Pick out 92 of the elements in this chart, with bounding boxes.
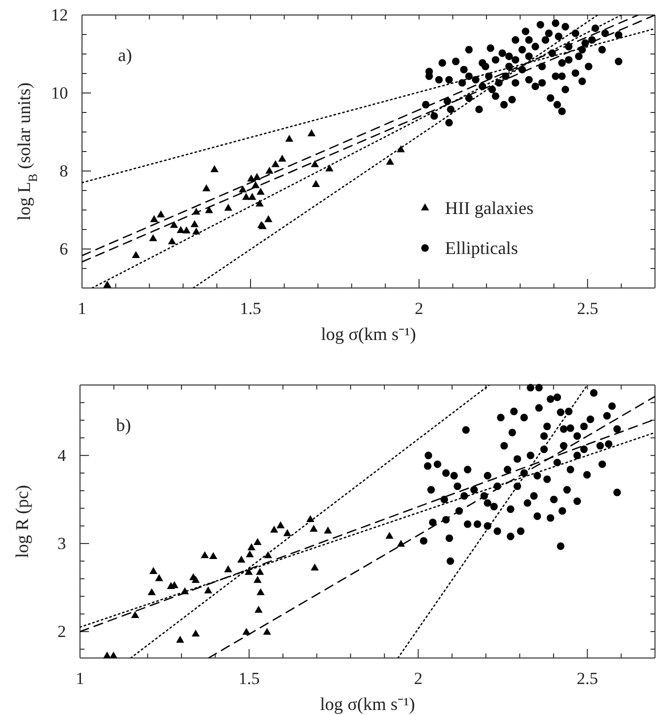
x-tick-label: 1.5 xyxy=(240,299,262,318)
annotation: b) xyxy=(116,415,131,435)
point xyxy=(242,628,250,635)
point xyxy=(265,166,274,174)
point xyxy=(396,145,405,152)
point xyxy=(132,250,140,258)
annotation: a) xyxy=(118,45,132,65)
y-tick-label: 10 xyxy=(51,83,68,102)
point xyxy=(156,210,165,218)
y-axis-title: log R (pc) xyxy=(12,485,32,558)
point xyxy=(148,588,156,596)
point xyxy=(190,220,199,228)
point xyxy=(270,526,278,533)
y-tick-label: 12 xyxy=(51,5,68,24)
point xyxy=(155,574,164,582)
point xyxy=(170,220,178,228)
point xyxy=(244,568,253,575)
point xyxy=(200,551,209,558)
point xyxy=(254,606,263,613)
point xyxy=(224,204,232,211)
point xyxy=(324,526,332,534)
point xyxy=(192,208,200,215)
point xyxy=(271,160,280,168)
point xyxy=(103,280,112,288)
point xyxy=(192,576,200,583)
point xyxy=(256,568,264,575)
point xyxy=(256,188,265,195)
point xyxy=(256,200,264,206)
y-tick-label: 8 xyxy=(60,161,68,180)
point xyxy=(310,564,319,570)
point xyxy=(278,154,286,162)
point xyxy=(254,538,262,545)
point xyxy=(109,652,118,659)
point xyxy=(248,192,256,200)
point xyxy=(276,521,285,528)
y-tick-label: 3 xyxy=(58,534,66,553)
point xyxy=(247,543,256,550)
x-tick-label: 1.5 xyxy=(238,669,260,688)
point xyxy=(204,586,212,594)
point xyxy=(310,160,319,168)
point xyxy=(237,556,246,563)
x-axis-title: log σ(km s⁻¹) xyxy=(320,324,416,344)
point xyxy=(180,587,189,594)
point xyxy=(149,234,158,242)
point xyxy=(306,515,314,522)
point xyxy=(285,134,294,142)
point xyxy=(247,174,256,182)
point xyxy=(176,226,185,233)
point xyxy=(312,180,320,187)
point xyxy=(254,576,262,583)
y-tick-label: 4 xyxy=(58,446,66,465)
point xyxy=(256,588,265,596)
point xyxy=(252,172,261,180)
point xyxy=(210,165,218,172)
point xyxy=(182,226,191,234)
x-tick-label: 2.5 xyxy=(576,299,598,318)
x-tick-label: 1 xyxy=(76,669,84,688)
point xyxy=(103,652,112,659)
point xyxy=(238,185,247,192)
point xyxy=(310,524,318,532)
point xyxy=(385,532,394,539)
x-tick-label: 1 xyxy=(78,299,86,318)
point xyxy=(242,192,250,200)
point xyxy=(224,565,232,572)
point xyxy=(149,567,158,574)
point xyxy=(264,551,272,558)
point xyxy=(168,237,176,244)
point xyxy=(192,630,200,637)
point xyxy=(150,215,158,222)
y-tick-label: 2 xyxy=(58,622,66,642)
point xyxy=(131,611,140,618)
legend-label: HII galaxies xyxy=(445,198,534,218)
x-tick-label: 2 xyxy=(414,299,424,318)
point xyxy=(252,181,260,188)
point xyxy=(283,529,292,536)
y-tick-label: 6 xyxy=(60,239,68,258)
point xyxy=(176,636,184,643)
point xyxy=(263,628,272,635)
x-axis-title: log σ(km s⁻¹) xyxy=(320,694,416,714)
x-tick-label: 2.5 xyxy=(576,669,598,688)
point xyxy=(202,184,210,192)
point xyxy=(386,158,394,165)
point xyxy=(192,228,200,235)
point xyxy=(209,552,218,560)
point xyxy=(246,550,254,558)
point xyxy=(264,215,272,222)
point xyxy=(308,129,316,136)
point xyxy=(325,164,334,172)
x-tick-label: 2 xyxy=(414,669,422,688)
point xyxy=(205,206,214,214)
point xyxy=(396,540,406,547)
legend-label: Ellipticals xyxy=(445,238,518,258)
